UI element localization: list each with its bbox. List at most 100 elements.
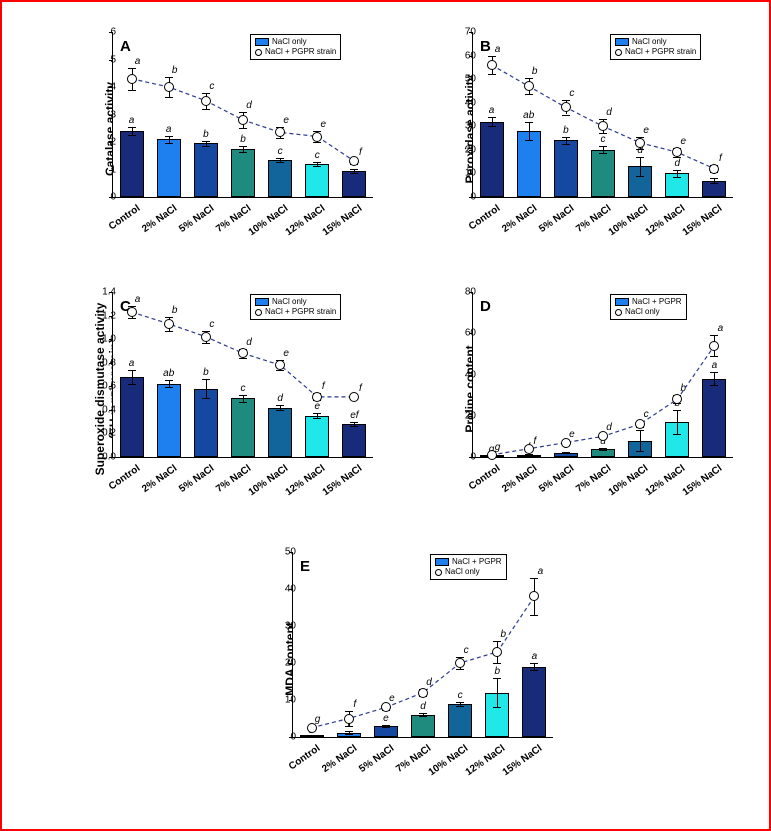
bar-errorbar [492,117,493,126]
line-marker [349,392,359,402]
err-cap [419,713,427,714]
line-marker [238,115,248,125]
err-cap [128,68,136,69]
bar-sig-letter: ab [163,368,174,379]
ytick-label: 20 [266,658,296,669]
legend-swatch [615,38,629,46]
bar [702,379,726,457]
ytick-label: 70 [446,27,476,38]
bar-sig-letter: a [129,115,135,126]
line-sig-letter: b [501,629,507,640]
err-cap [382,727,390,728]
legend-row-bar: NaCl only [615,37,696,47]
err-cap [530,663,538,664]
line-sig-letter: e [321,119,327,130]
err-cap [488,74,496,75]
err-cap [128,90,136,91]
err-cap [128,384,136,385]
line-sig-letter: e [389,693,395,704]
bar-sig-letter: d [277,393,283,404]
line-sig-letter: f [322,381,325,392]
line-marker [598,121,608,131]
line-sig-letter: g [315,714,321,725]
err-cap [165,331,173,332]
bar-sig-letter: b [240,134,246,145]
panel-letter-A: A [120,38,131,55]
line-sig-letter: e [283,348,289,359]
line-sig-letter: a [135,294,141,305]
err-cap [202,398,210,399]
line-sig-letter: d [606,107,612,118]
plot-area-E: ggffeeddccbbaa [292,552,553,738]
line-marker [524,81,534,91]
panel-letter-E: E [300,558,310,575]
line-sig-letter: e [283,115,289,126]
line-sig-letter: f [533,436,536,447]
err-cap [636,176,644,177]
legend-bar-label: NaCl + PGPR [452,557,502,567]
line-marker [524,444,534,454]
err-cap [530,578,538,579]
bar-errorbar [714,372,715,384]
bar-errorbar [497,678,498,708]
legend-row-line: NaCl + PGPR strain [255,307,336,317]
line-marker [709,341,719,351]
err-cap [673,177,681,178]
bar [305,416,329,457]
bar-errorbar [243,395,244,402]
err-cap [239,395,247,396]
err-cap [488,56,496,57]
err-cap [276,158,284,159]
bar-errorbar [169,380,170,387]
line-sig-letter: a [718,323,724,334]
err-cap [710,385,718,386]
err-cap [165,317,173,318]
line-marker [529,591,539,601]
line-marker [312,392,322,402]
err-cap [710,372,718,373]
legend-row-line: NaCl only [615,307,682,317]
ytick-label: 30 [446,121,476,132]
ytick-label: 0.6 [86,381,116,392]
legend-row-bar: NaCl only [255,297,336,307]
bar [522,667,546,737]
line-marker [164,319,174,329]
panel-letter-B: B [480,38,491,55]
bar [591,150,615,197]
line-sig-letter: f [359,383,362,394]
panel-E: MDA content( μ mol mg⁻¹ fw)ggffeeddccbba… [222,540,562,790]
err-cap [345,726,353,727]
err-cap [276,162,284,163]
bar [305,164,329,197]
err-cap [493,707,501,708]
err-cap [202,379,210,380]
bar [231,149,255,197]
bar [554,140,578,197]
line-sig-letter: c [644,409,649,420]
bar [342,171,366,197]
line-sig-letter: a [538,566,544,577]
err-cap [313,418,321,419]
bar [194,143,218,197]
legend-row-bar: NaCl + PGPR [615,297,682,307]
legend-circle-icon [255,49,262,56]
err-cap [488,117,496,118]
ytick-label: 10 [446,168,476,179]
legend-row-line: NaCl + PGPR strain [615,47,696,57]
bar [120,377,144,457]
err-cap [525,456,533,457]
bar-sig-letter: b [203,129,209,140]
ytick-label: 40 [446,369,476,380]
figure-frame: Catalase activity(EU mg⁻¹ protein)aaabbc… [0,0,771,831]
line-sig-letter: c [464,645,469,656]
line-sig-letter: b [172,65,178,76]
ytick-label: 20 [446,410,476,421]
bar [157,139,181,197]
err-cap [350,169,358,170]
err-cap [710,356,718,357]
ytick-label: 6 [86,27,116,38]
err-cap [128,370,136,371]
legend-swatch [255,298,269,306]
err-cap [636,157,644,158]
err-cap [599,133,607,134]
